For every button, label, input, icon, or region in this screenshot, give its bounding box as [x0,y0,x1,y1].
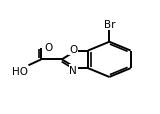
Text: O: O [45,43,53,53]
Text: O: O [69,45,77,55]
Text: Br: Br [104,20,115,30]
Text: N: N [69,65,77,75]
Text: HO: HO [12,67,28,76]
